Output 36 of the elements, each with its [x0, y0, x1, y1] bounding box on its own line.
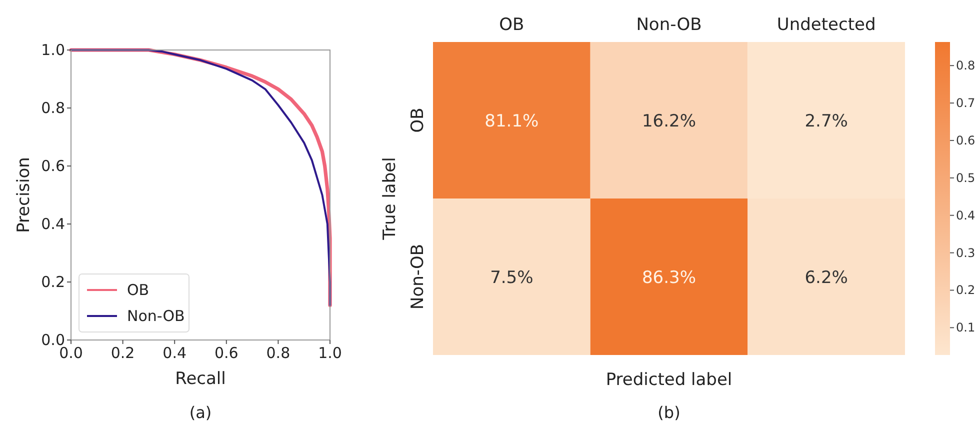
y-axis-title: True label	[380, 157, 400, 241]
data-label: 7.5%	[490, 268, 534, 288]
color-bar-label: 0.5	[956, 170, 976, 185]
legend-label: Non-OB	[127, 307, 185, 325]
data-label: 6.2%	[804, 268, 848, 288]
x-tick-label: Undetected	[776, 15, 876, 35]
legend-label: OB	[127, 281, 150, 299]
text: (b)	[658, 403, 680, 422]
x-axis-title: Recall	[175, 369, 226, 389]
y-tick-label: 0.2	[41, 273, 65, 291]
x-axis-title: Predicted label	[606, 370, 732, 390]
color-bar-label: 0.6	[956, 133, 976, 148]
text: (a)	[189, 403, 212, 422]
data-label: 81.1%	[484, 111, 539, 132]
x-tick-label: 1.0	[318, 344, 342, 362]
color-bar-label: 0.3	[956, 246, 976, 260]
y-tick-label: 0.4	[41, 215, 65, 233]
color-bar-label: 0.2	[956, 283, 976, 298]
x-tick-label: OB	[499, 15, 524, 35]
color-bar-label: 0.1	[956, 320, 976, 335]
color-bar-label: 0.4	[956, 208, 976, 222]
color-bar-label: 0.7	[956, 96, 976, 110]
x-tick-label: Non-OB	[636, 15, 702, 35]
x-tick-label: 0.0	[59, 344, 83, 362]
x-tick-label: 0.4	[162, 344, 187, 362]
color-bar-label: 0.8	[956, 58, 976, 73]
x-tick-label: 0.6	[214, 344, 238, 362]
data-label: 16.2%	[642, 111, 696, 132]
x-tick-label: 0.2	[110, 344, 135, 362]
y-axis-title: Precision	[14, 157, 34, 233]
data-label: 2.7%	[804, 111, 848, 132]
y-tick-label: 0.8	[41, 99, 65, 117]
x-tick-label: 0.8	[266, 344, 290, 362]
y-tick-label: 1.0	[41, 41, 65, 59]
data-label: 86.3%	[642, 268, 696, 288]
y-tick-label: 0.6	[41, 157, 65, 175]
